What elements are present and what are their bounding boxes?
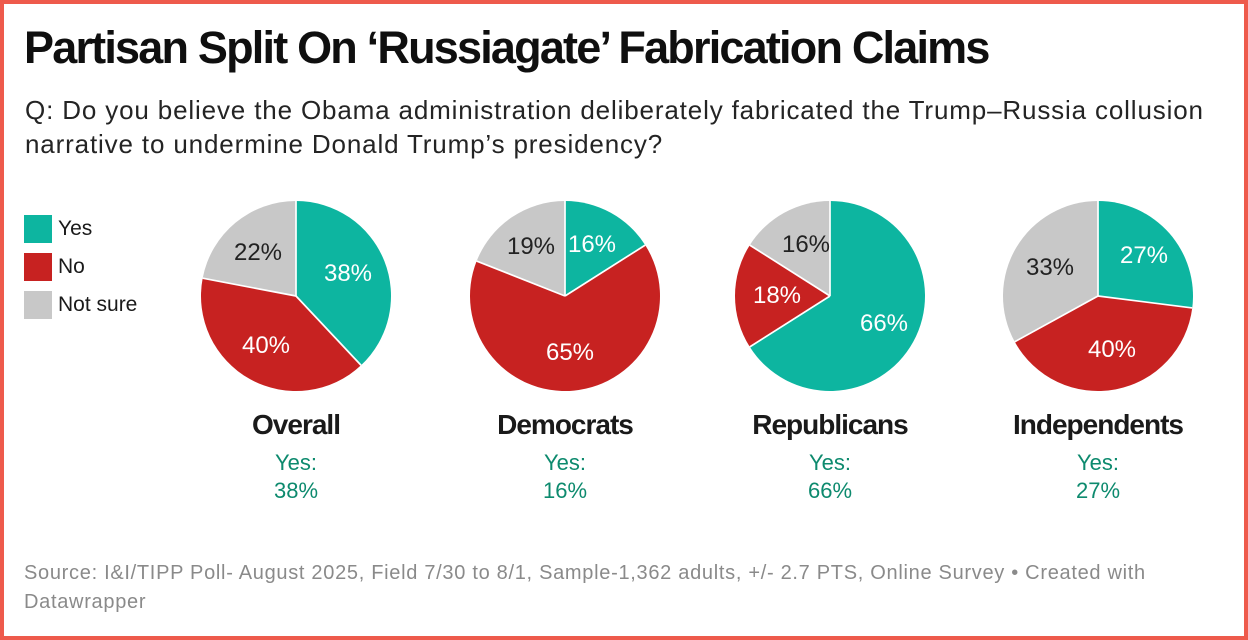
svg-text:66%: 66% [860, 310, 908, 337]
svg-text:40%: 40% [1088, 336, 1136, 363]
svg-text:65%: 65% [546, 339, 594, 366]
svg-text:22%: 22% [234, 239, 282, 266]
svg-text:16%: 16% [782, 231, 830, 258]
svg-text:Republicans: Republicans [752, 409, 908, 440]
svg-text:27%: 27% [1076, 478, 1120, 503]
svg-text:27%: 27% [1120, 242, 1168, 269]
svg-text:Yes:: Yes: [809, 450, 851, 475]
svg-text:66%: 66% [808, 478, 852, 503]
svg-text:Yes:: Yes: [544, 450, 586, 475]
svg-text:33%: 33% [1026, 254, 1074, 281]
svg-text:18%: 18% [753, 282, 801, 309]
svg-text:Yes:: Yes: [1077, 450, 1119, 475]
svg-text:38%: 38% [324, 260, 372, 287]
svg-text:16%: 16% [543, 478, 587, 503]
svg-text:Yes:: Yes: [275, 450, 317, 475]
svg-text:Overall: Overall [252, 409, 340, 440]
svg-text:40%: 40% [242, 332, 290, 359]
svg-text:16%: 16% [568, 231, 616, 258]
svg-text:Independents: Independents [1013, 409, 1183, 440]
svg-text:38%: 38% [274, 478, 318, 503]
svg-text:19%: 19% [507, 233, 555, 260]
svg-text:Democrats: Democrats [497, 409, 633, 440]
